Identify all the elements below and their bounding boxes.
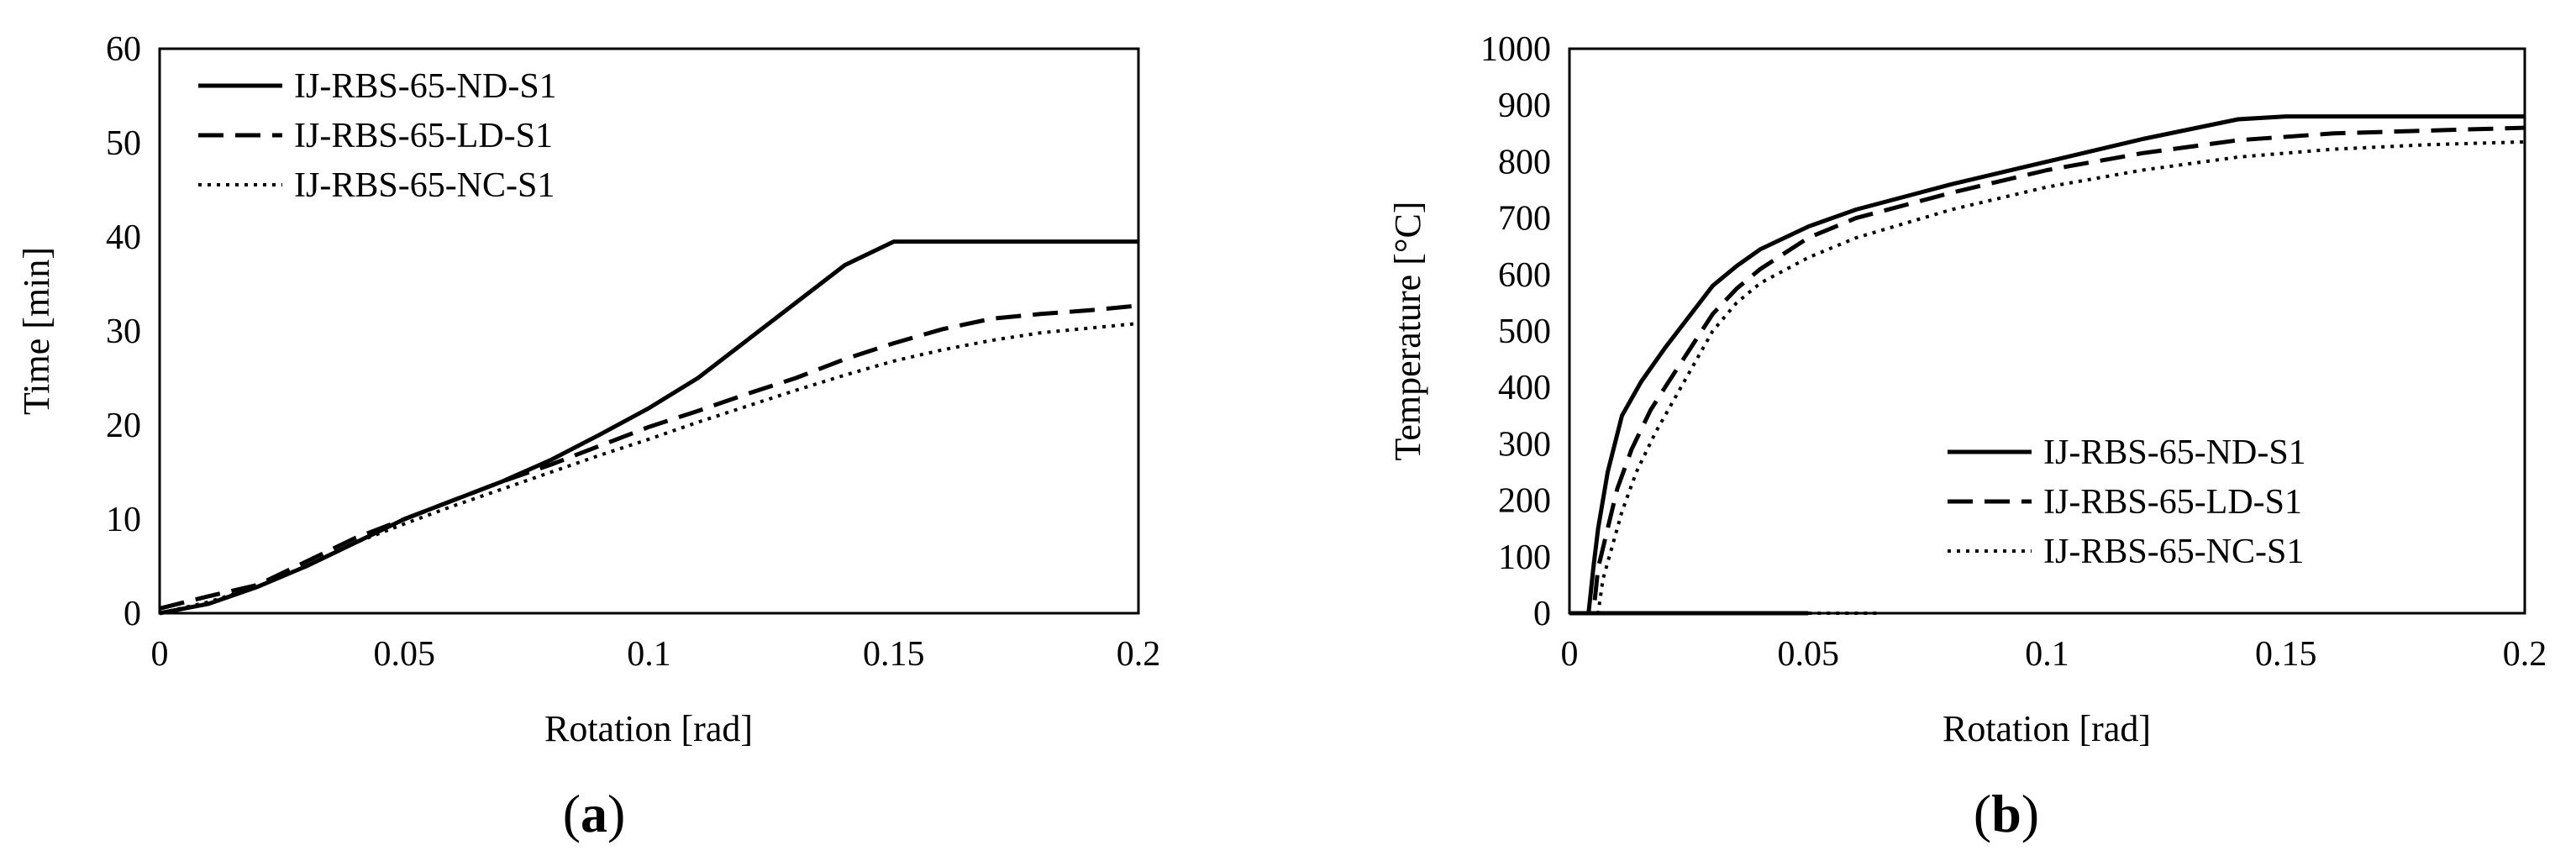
panel-b-x-tick-label: 0.2	[2503, 635, 2547, 674]
panel-b-y-tick-label: 600	[1498, 256, 1551, 295]
panel-a-x-tick-label: 0	[151, 635, 169, 674]
panel-a-x-tick-label: 0.15	[863, 635, 925, 674]
panel-a-y-tick-label: 40	[106, 218, 141, 257]
panel-b-legend-label: IJ-RBS-65-ND-S1	[2043, 433, 2306, 472]
panel-a-x-tick-label: 0.05	[374, 635, 436, 674]
panel-a-label: (a)	[563, 784, 626, 843]
panel-a-series-line-2	[159, 303, 1139, 611]
panel-b-y-axis-label: Temperature [°C]	[1387, 202, 1428, 461]
panel-b-temperature-chart: 0 100 200 300 400 500 600 700 800 900 1000 0 0.05 0.…	[1387, 30, 2547, 843]
panel-b-y-tick-label: 1000	[1480, 30, 1551, 69]
panel-b-x-tick-label: 0.15	[2255, 635, 2317, 674]
panel-b-x-tick-label: 0.1	[2025, 635, 2069, 674]
panel-a-x-axis-label: Rotation [rad]	[544, 708, 753, 749]
panel-b-series-line-3	[1569, 139, 2526, 615]
panel-b-y-tick-label: 700	[1498, 200, 1551, 239]
panel-a-x-tick-label: 0.2	[1117, 635, 1161, 674]
panel-b-x-tick-label: 0.05	[1778, 635, 1840, 674]
panel-b-legend: IJ-RBS-65-ND-S1 IJ-RBS-65-LD-S1 IJ-RBS-65-…	[1948, 433, 2306, 571]
panel-a-series-line-1	[159, 239, 1138, 616]
panel-a-y-tick-label: 30	[106, 312, 141, 351]
panel-b-y-tick-label: 400	[1498, 369, 1551, 407]
panel-b-y-tick-label: 200	[1498, 482, 1551, 521]
panel-b-y-tick-label: 300	[1498, 425, 1551, 464]
panel-a-time-chart: 0 10 20 30 40 50 60 0 0.05 0.1 0.15 0.2 Time [min]…	[16, 30, 1160, 843]
panel-a-series-lines	[159, 239, 1139, 616]
panel-a-y-tick-label: 0	[124, 595, 141, 633]
panel-b-x-axis-label: Rotation [rad]	[1943, 708, 2151, 749]
panel-b-y-tick-labels: 0 100 200 300 400 500 600 700 800 900 1000	[1480, 30, 1551, 633]
panel-b-legend-label: IJ-RBS-65-LD-S1	[2043, 483, 2302, 522]
panel-b-y-tick-label: 900	[1498, 87, 1551, 125]
panel-b-series-line-1	[1569, 114, 2525, 616]
panel-a-y-tick-label: 10	[106, 501, 141, 539]
panel-a-x-tick-labels: 0 0.05 0.1 0.15 0.2	[151, 635, 1161, 674]
panel-a-legend-label: IJ-RBS-65-LD-S1	[294, 117, 553, 155]
panel-a-x-tick-label: 0.1	[627, 635, 671, 674]
panel-a-y-axis-label: Time [min]	[16, 247, 57, 415]
panel-a-plot-frame	[158, 47, 1140, 615]
panel-a-legend-label: IJ-RBS-65-NC-S1	[294, 166, 555, 205]
panel-b-series-line-2	[1569, 125, 2526, 616]
panel-a-y-tick-labels: 0 10 20 30 40 50 60	[106, 30, 141, 633]
panel-b-y-tick-label: 100	[1498, 538, 1551, 577]
panel-b-plot-frame	[1568, 47, 2526, 615]
panel-b-legend-label: IJ-RBS-65-NC-S1	[2043, 533, 2304, 571]
panel-a-y-tick-label: 20	[106, 407, 141, 445]
panel-a-y-tick-label: 50	[106, 124, 141, 163]
panel-b-x-tick-labels: 0 0.05 0.1 0.15 0.2	[1561, 635, 2547, 674]
panel-a-series-line-3	[159, 322, 1139, 615]
panel-a-legend-label: IJ-RBS-65-ND-S1	[294, 67, 557, 106]
panel-b-y-tick-label: 0	[1533, 595, 1551, 633]
panel-b-y-tick-label: 500	[1498, 312, 1551, 351]
panel-a-legend: IJ-RBS-65-ND-S1 IJ-RBS-65-LD-S1 IJ-RBS-65-…	[198, 67, 557, 205]
panel-b-x-tick-label: 0	[1561, 635, 1579, 674]
panel-b-y-tick-label: 800	[1498, 143, 1551, 181]
panel-a-y-tick-label: 60	[106, 30, 141, 69]
panel-b-label: (b)	[1974, 784, 2039, 843]
